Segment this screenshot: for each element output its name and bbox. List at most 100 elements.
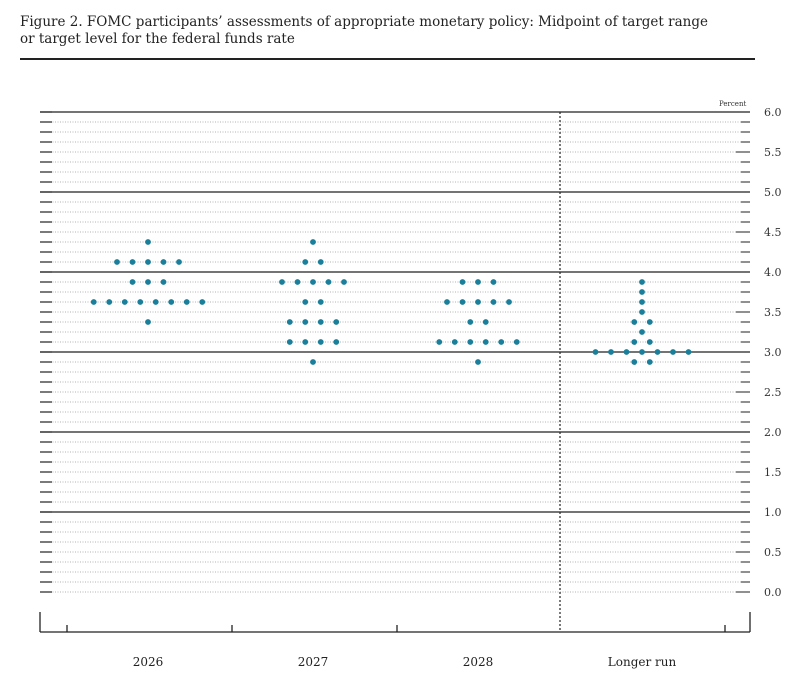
participant-dot [160,279,167,285]
participant-dot [459,279,466,285]
participant-dot [639,329,645,335]
y-tick-label: 2.5 [764,386,782,399]
x-category-label: 2026 [133,655,164,669]
participant-dot [490,299,497,305]
figure-title-block: Figure 2. FOMC participants’ assessments… [20,14,760,48]
y-tick-label: 2.0 [764,426,782,439]
left-axis-ticks [40,111,52,593]
gridlines [40,111,750,593]
participant-dot [498,339,505,345]
x-axis-category-labels: 2026 2027 2028 Longer run [133,655,677,669]
participant-dot [451,339,458,345]
participant-dot [168,299,175,305]
participant-dots [90,239,692,365]
participant-dot [121,299,128,305]
participant-dot [639,289,645,295]
participant-dot [631,319,638,325]
participant-dot [176,259,182,265]
participant-dot [279,279,285,285]
participant-dot [436,339,443,345]
y-tick-label: 3.0 [764,346,782,359]
participant-dot [129,259,136,265]
participant-dot [145,259,151,265]
participant-dot [639,309,645,315]
participant-dot [685,349,692,355]
participant-dot [286,339,293,345]
participant-dot [608,349,614,355]
y-tick-label: 1.5 [764,466,782,479]
x-category-label: Longer run [608,655,677,669]
y-tick-label: 0.0 [764,586,782,599]
participant-dot [317,339,324,345]
x-category-label: 2027 [298,655,329,669]
participant-dot [475,359,481,365]
y-tick-label: 6.0 [764,106,782,119]
y-tick-label: 0.5 [764,546,782,559]
title-underline [20,58,755,60]
participant-dot [341,279,347,285]
participant-dot [310,279,316,285]
participant-dot [475,299,481,305]
participant-dot [286,319,293,325]
participant-dot [106,299,113,305]
participant-dot [639,349,645,355]
participant-dot [654,349,661,355]
participant-dot [482,319,489,325]
participant-dot [506,299,512,305]
participant-dot [639,279,645,285]
figure-title-line-1: Figure 2. FOMC participants’ assessments… [20,14,708,30]
participant-dot [670,349,676,355]
participant-dot [310,239,316,245]
participant-dot [333,339,340,345]
participant-dot [302,339,309,345]
participant-dot [444,299,450,305]
x-axis [39,612,751,633]
y-tick-label: 4.0 [764,266,782,279]
y-axis-unit-label: Percent [719,100,746,108]
participant-dot [114,259,120,265]
participant-dot [183,299,190,305]
figure-title-line-2: or target level for the federal funds ra… [20,31,295,47]
participant-dot [160,259,167,265]
participant-dot [467,319,474,325]
participant-dot [325,279,332,285]
participant-dot [592,349,599,355]
x-category-label: 2028 [463,655,494,669]
y-tick-label: 4.5 [764,226,782,239]
participant-dot [631,359,638,365]
participant-dot [631,339,638,345]
participant-dot [317,319,324,325]
participant-dot [302,299,309,305]
participant-dot [490,279,497,285]
participant-dot [302,319,309,325]
participant-dot [302,259,309,265]
participant-dot [137,299,144,305]
right-axis-ticks [736,111,750,593]
participant-dot [145,319,151,325]
participant-dot [317,259,324,265]
participant-dot [90,299,97,305]
participant-dot [467,339,474,345]
y-axis-labels: 0.0 0.5 1.0 1.5 2.0 2.5 3.0 3.5 4.0 4.5 5.0 5.5 6.0 [764,106,782,599]
participant-dot [513,339,520,345]
participant-dot [310,359,316,365]
participant-dot [152,299,159,305]
participant-dot [482,339,489,345]
participant-dot [145,279,151,285]
participant-dot [639,299,645,305]
participant-dot [646,359,653,365]
participant-dot [646,339,653,345]
participant-dot [129,279,136,285]
participant-dot [294,279,301,285]
participant-dot [475,279,481,285]
participant-dot [646,319,653,325]
participant-dot [623,349,630,355]
participant-dot [145,239,151,245]
y-tick-label: 3.5 [764,306,782,319]
participant-dot [333,319,340,325]
participant-dot [199,299,206,305]
participant-dot [459,299,466,305]
y-tick-label: 5.5 [764,146,782,159]
y-tick-label: 5.0 [764,186,782,199]
